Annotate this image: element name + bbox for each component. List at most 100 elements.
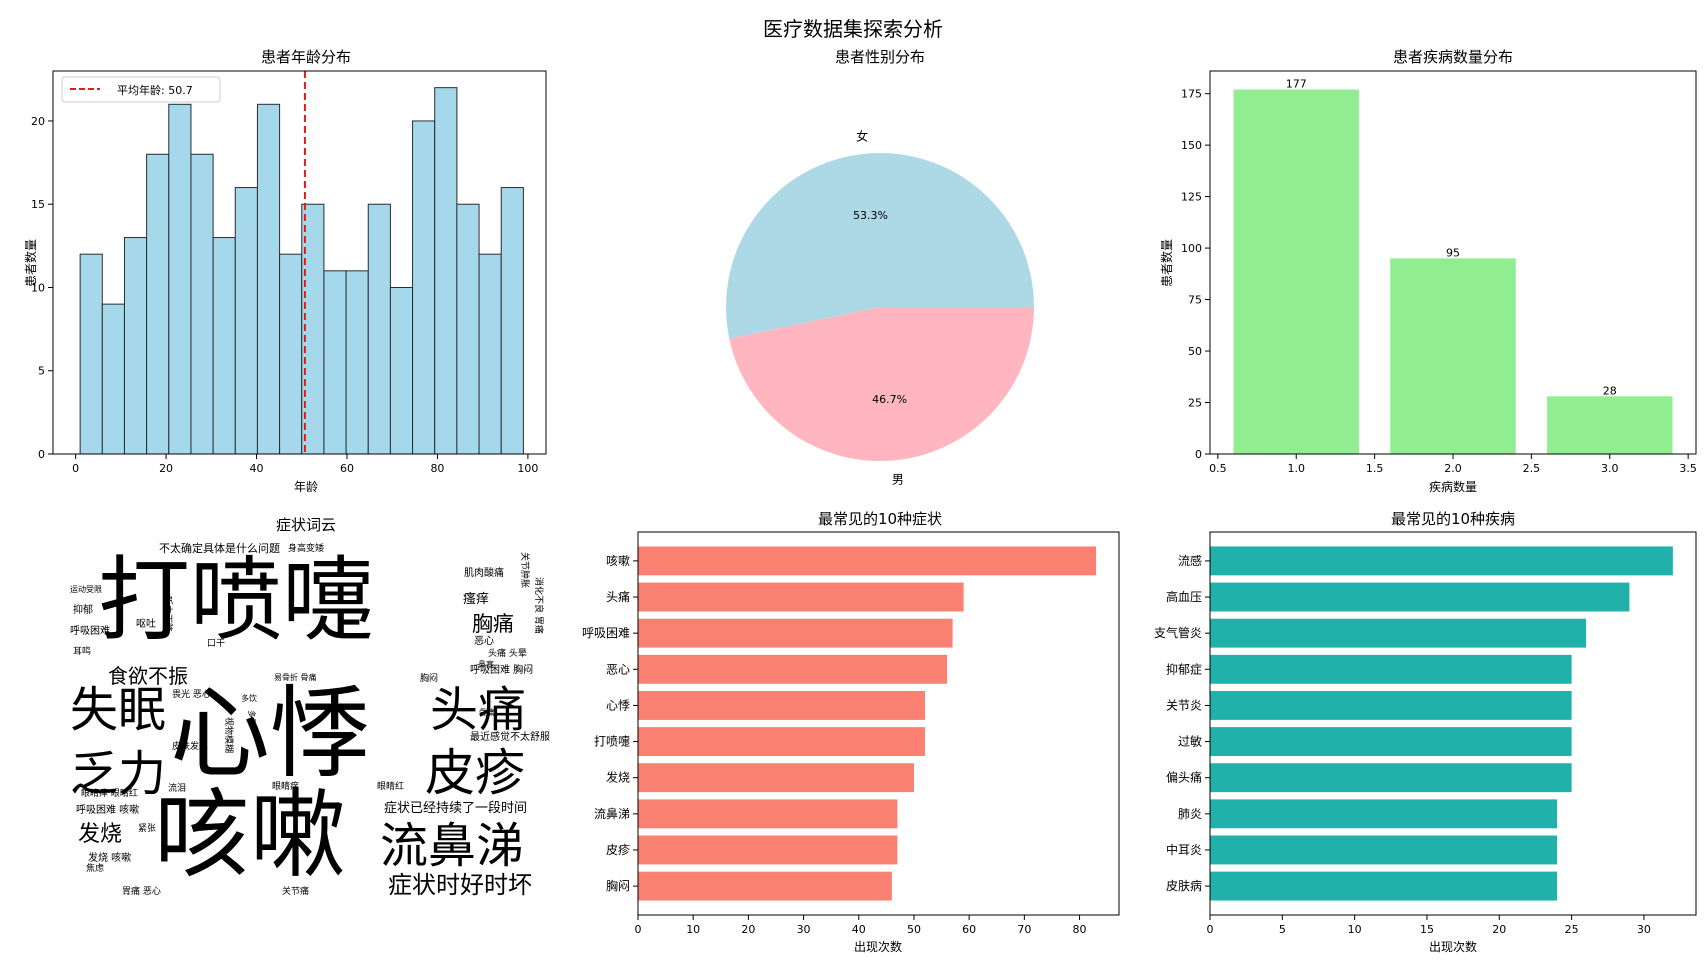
histogram-bar-0 [79,253,103,455]
symptom-category-9: 胸闷 [606,878,630,893]
x-tick-label-4: 2.5 [1523,462,1541,475]
wordcloud-word-17: 鼻塞 [478,659,494,669]
disease-bar-9 [1210,871,1558,901]
wordcloud-word-14: 不太确定具体是什么问题 [159,541,280,555]
wordcloud-word-41: 眼睛痒 [272,780,299,792]
disease-count-bar-2 [1547,396,1673,454]
x-tick-label-1: 20 [159,462,173,475]
wordcloud-word-11: 胸痛 [472,612,514,636]
wordcloud-title: 症状词云 [276,516,336,534]
histogram-bar-17 [456,203,480,455]
disease-bar-2 [1210,618,1587,648]
disease-category-0: 流感 [1178,553,1202,568]
disease-category-9: 皮肤病 [1166,878,1202,893]
symptom-bar-7 [638,799,898,829]
symptom-xtick-label-4: 40 [852,923,866,936]
wordcloud-word-24: 呕吐 [136,618,156,630]
wordcloud-word-22: 运动受限 [70,584,102,594]
symptom-category-2: 呼吸困难 [582,626,630,640]
figure-title: 医疗数据集探索分析 [763,17,943,41]
symptom-category-5: 打喷嚏 [594,735,630,749]
disease-count-title: 患者疾病数量分布 [1393,48,1513,66]
wordcloud-word-34: 多饮 [241,693,257,703]
top-symptoms-frame [637,531,1120,916]
wordcloud-word-44: 紧张 [138,823,156,834]
disease-xtick-label-6: 30 [1637,923,1651,936]
symptom-bar-0 [638,546,1097,576]
histogram-bar-2 [123,237,148,455]
histogram-bar-18 [478,253,502,455]
disease-count-bar-1 [1390,258,1516,454]
histogram-bar-13 [367,203,391,455]
symptom-xtick-label-8: 80 [1073,923,1087,936]
wordcloud-word-8: 症状时好时坏 [388,871,532,899]
wordcloud-word-21: 发烧 咳嗽 [88,851,131,864]
wordcloud-word-33: 畏光 恶心 [172,688,211,700]
y-tick-label-2: 50 [1188,345,1202,358]
gender-pie-panel: 患者性别分布 女 53.3% 男 46.7% [725,48,1034,487]
wordcloud-word-2: 咳嗽 [154,779,346,891]
pie-pct-1: 46.7% [872,393,907,406]
symptom-xtick-label-7: 70 [1017,923,1031,936]
symptom-bar-2 [638,618,953,648]
disease-bar-6 [1210,763,1572,793]
x-tick-label-6: 3.5 [1679,462,1697,475]
symptom-bar-5 [638,727,925,757]
wordcloud-word-31: 头痛 头晕 [488,647,527,659]
y-tick-label-4: 100 [1181,242,1202,255]
wordcloud-word-29: 耳鸣 [73,645,91,657]
histogram-bar-12 [345,270,369,455]
x-tick-label-0: 0.5 [1209,462,1227,475]
top-diseases-title: 最常见的10种疾病 [1391,510,1515,528]
histogram-bar-14 [389,286,414,455]
symptom-category-7: 流鼻涕 [594,806,630,821]
age-histogram-panel: 患者年龄分布 0 20 40 60 80 100 0 5 10 15 20 平均年龄: 50.7 年… [23,48,547,494]
histogram-bar-15 [412,120,436,455]
symptom-xtick-label-3: 30 [797,923,811,936]
disease-bar-1 [1210,582,1630,612]
disease-bar-4 [1210,690,1572,720]
top-symptoms-xlabel: 出现次数 [854,939,902,954]
legend-mean-label: 平均年龄: 50.7 [117,83,193,97]
y-tick-label-7: 175 [1181,88,1202,101]
x-tick-label-4: 80 [430,462,444,475]
age-histogram-title: 患者年龄分布 [261,48,351,66]
disease-category-2: 支气管炎 [1154,625,1202,640]
disease-xtick-label-5: 25 [1565,923,1579,936]
wordcloud-word-3: 失眠 [70,682,166,738]
disease-xtick-label-1: 5 [1279,923,1286,936]
x-tick-label-5: 3.0 [1601,462,1619,475]
histogram-bar-7 [234,187,258,455]
x-tick-label-2: 40 [250,462,264,475]
age-histogram-legend: 平均年龄: 50.7 [61,76,221,103]
symptom-bar-1 [638,582,964,612]
histogram-bar-19 [500,187,524,455]
y-tick-label-3: 15 [31,198,45,211]
symptom-category-3: 恶心 [606,662,630,676]
x-tick-label-1: 1.0 [1287,462,1305,475]
wordcloud-word-16: 肌肉酸痛 [464,566,504,579]
symptom-bar-9 [638,871,892,901]
y-tick-label-1: 5 [38,365,45,378]
age-histogram-xlabel: 年龄 [294,480,318,494]
disease-category-1: 高血压 [1166,589,1202,604]
disease-count-ylabel: 患者数量 [1159,239,1174,287]
wordcloud-word-5: 皮疹 [425,744,525,802]
wordcloud-word-46: 胃痛 恶心 [122,885,161,897]
histogram-bar-11 [323,270,347,455]
disease-count-value-2: 28 [1603,384,1617,397]
wordcloud-word-23: 抑郁 [73,603,93,616]
wordcloud-word-48: 骨痛 [479,707,495,717]
y-tick-label-0: 0 [1195,448,1202,461]
symptom-bar-8 [638,835,898,865]
disease-bar-8 [1210,835,1558,865]
symptom-category-6: 发烧 [606,770,630,785]
wordcloud-word-10: 发烧 [78,822,122,847]
symptom-xtick-label-2: 20 [741,923,755,936]
pie-pct-0: 53.3% [853,209,888,222]
wordcloud-word-36: 视物模糊 [223,717,235,753]
x-tick-label-0: 0 [72,462,79,475]
wordcloud-word-37: 胸闷 [420,672,438,684]
